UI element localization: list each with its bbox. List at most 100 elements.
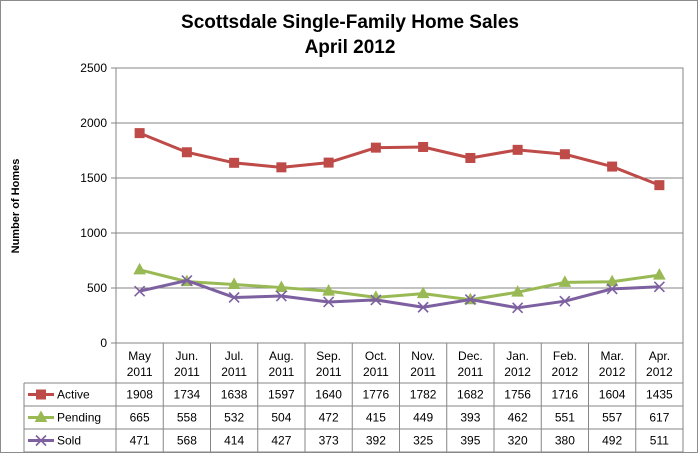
table-cell-pending: 472 [319,411,339,425]
table-cell-active: 1597 [268,388,295,402]
category-label: Sep. [316,349,341,363]
category-label: Apr. [649,349,670,363]
category-year-label: 2012 [504,365,531,379]
table-cell-sold: 373 [319,434,339,448]
data-point-pending [416,286,430,299]
data-point-active [559,149,570,160]
table-cell-active: 1716 [552,388,579,402]
data-point-pending [322,284,335,296]
table-cell-sold: 395 [460,434,480,448]
table-cell-active: 1782 [410,388,437,402]
table-cell-sold: 325 [413,434,433,448]
table-cell-pending: 558 [177,411,197,425]
table-cell-active: 1682 [457,388,484,402]
data-point-active [418,141,429,152]
table-cell-pending: 557 [602,411,622,425]
legend-marker-active [36,389,46,400]
data-table: May 2011 Jun. 2011 Jul. 2011 Aug. 2011 Sep. 2011 O… [23,342,684,453]
table-cell-active: 1640 [315,388,342,402]
table-cell-active: 1776 [363,388,390,402]
gridlines [115,67,684,344]
data-point-active [323,157,334,168]
category-label: Mar. [600,349,623,363]
marker-stroke [512,302,524,314]
y-tick-label: 2000 [80,116,107,130]
table-cell-sold: 471 [130,434,150,448]
marker-stroke [464,293,476,306]
data-point-active [134,128,145,139]
category-label: Aug. [269,349,294,363]
category-year-label: 2011 [410,365,436,379]
marker-stroke [370,294,382,306]
table-cell-active: 1908 [126,388,153,402]
table-cell-sold: 320 [508,434,528,448]
category-label: Feb. [553,349,577,363]
marker-stroke [417,301,429,313]
y-axis: 0 500 1000 1500 2000 2500 [80,61,116,350]
data-point-sold [323,296,335,308]
table-cell-sold: 492 [602,434,622,448]
data-point-pending [511,285,524,297]
data-point-active [654,180,665,191]
table-cell-sold: 380 [555,434,575,448]
category-label: Jan. [506,349,529,363]
table-cell-sold: 511 [650,434,669,448]
marker-stroke [323,296,335,308]
category-label: Oct. [365,349,387,363]
table-cell-pending: 504 [271,411,291,425]
table-cell-pending: 462 [508,411,528,425]
category-year-label: 2011 [457,365,483,379]
category-year-label: 2011 [127,365,153,379]
data-point-sold [370,294,382,306]
category-year-label: 2011 [268,365,294,379]
category-year-label: 2012 [552,365,579,379]
marker-stroke [228,291,240,304]
category-year-label: 2011 [316,365,342,379]
legend-label-active: Active [57,388,90,402]
data-point-sold [228,291,240,304]
table-cell-sold: 427 [271,434,291,448]
data-point-pending [275,280,288,293]
y-tick-label: 0 [100,336,107,350]
category-year-label: 2012 [599,365,626,379]
table-cell-pending: 617 [649,411,669,425]
category-year-label: 2011 [174,365,200,379]
data-point-pending [227,277,241,289]
category-label: Jul. [225,349,244,363]
marker-stroke [606,283,618,295]
table-cell-pending: 415 [366,411,386,425]
plot-area-border [115,67,684,344]
table-cell-active: 1756 [504,388,531,402]
data-point-active [512,144,523,155]
table-cell-pending: 532 [224,411,244,425]
series-line-sold [139,279,660,310]
chart-subtitle: April 2012 [305,37,396,58]
marker-stroke [35,434,47,447]
table-cell-active: 1435 [646,388,673,402]
data-point-sold [512,302,524,314]
y-tick-label: 1000 [80,226,107,240]
category-label: Jun. [176,349,199,363]
category-year-label: 2012 [646,365,673,379]
marker-stroke [653,281,665,293]
series-line-active [139,131,660,187]
legend-marker-pending [34,410,48,422]
data-point-active [465,152,476,163]
category-label: Dec. [458,349,483,363]
legend-label-pending: Pending [57,411,101,425]
marker-stroke [181,274,193,287]
series-line-pending [139,268,660,302]
data-point-active [607,161,618,172]
data-point-sold [275,290,287,302]
marker-stroke [275,290,287,302]
marker-stroke [559,295,571,307]
category-label: May [128,349,151,363]
data-point-sold [181,274,193,287]
data-point-sold [653,281,665,293]
data-point-sold [606,283,618,295]
legend-marker-sold [35,434,47,447]
data-point-active [181,147,192,158]
category-year-label: 2011 [221,365,247,379]
